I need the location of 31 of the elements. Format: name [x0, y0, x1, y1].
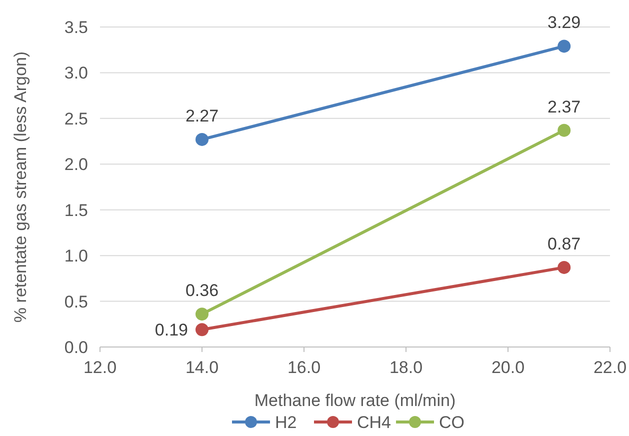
y-tick-label: 3.0	[64, 64, 88, 83]
y-tick-label: 1.0	[64, 246, 88, 266]
legend-label: H2	[275, 413, 297, 432]
data-label: 3.29	[548, 13, 581, 32]
point	[558, 124, 571, 137]
data-label: 0.87	[548, 234, 581, 254]
point	[196, 323, 208, 336]
y-tick-label: 2.0	[64, 155, 88, 174]
x-tick-label: 20.0	[491, 358, 525, 377]
data-label: 0.36	[185, 281, 219, 300]
point	[558, 260, 571, 274]
x-tick-label: 12.0	[83, 358, 117, 377]
x-tick-label: 18.0	[389, 358, 423, 377]
y-tick-label: 0.0	[64, 338, 88, 357]
y-axis-title: % retentate gas stream (less Argon)	[11, 51, 30, 323]
y-tick-label: 0.5	[64, 292, 88, 312]
x-tick-label: 16.0	[287, 358, 321, 377]
point	[196, 132, 208, 146]
point	[196, 308, 208, 321]
data-label: 2.27	[185, 106, 219, 126]
legend-label: CH4	[357, 413, 392, 432]
point	[558, 40, 571, 53]
legend-label: CO	[439, 413, 464, 432]
x-axis-title: Methane flow rate (ml/min)	[254, 391, 456, 410]
y-tick-label: 1.5	[64, 200, 88, 220]
data-label: 0.19	[154, 320, 188, 340]
y-tick-label: 2.5	[64, 109, 88, 128]
data-label: 2.37	[548, 97, 581, 116]
y-tick-label: 3.5	[64, 18, 88, 37]
x-tick-label: 14.0	[185, 358, 219, 377]
x-tick-label: 22.0	[593, 358, 627, 377]
